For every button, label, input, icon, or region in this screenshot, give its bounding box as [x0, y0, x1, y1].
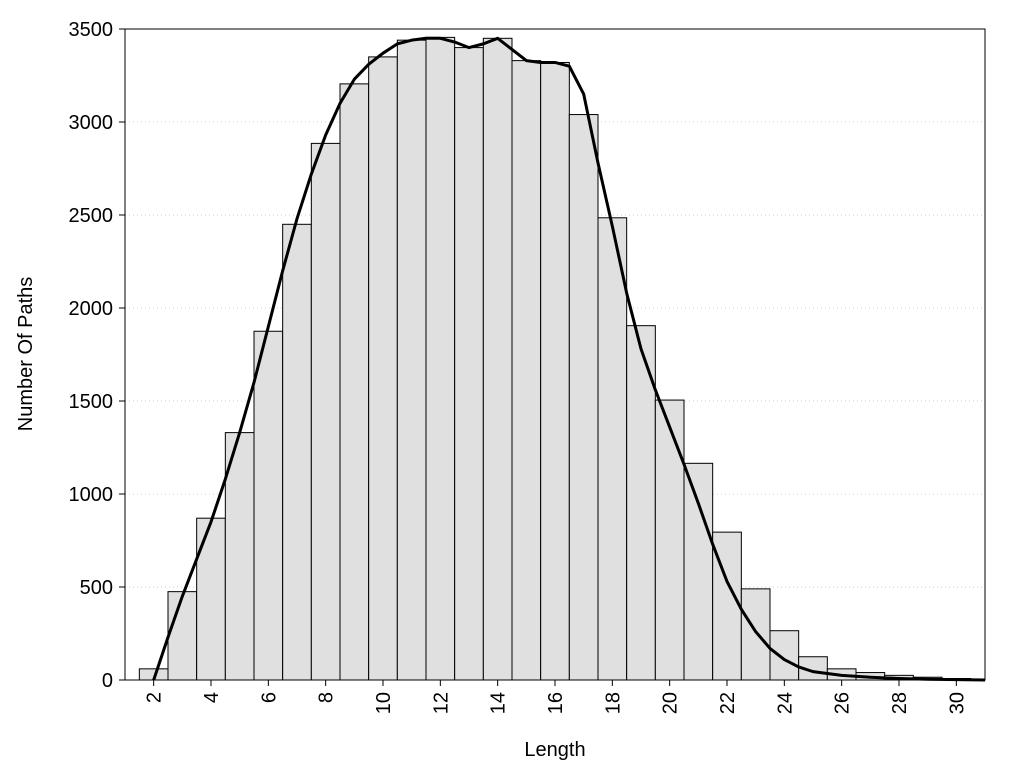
y-tick-label: 0 — [102, 670, 113, 692]
bar — [597, 217, 628, 681]
x-tick-label: 22 — [717, 692, 739, 714]
x-axis-label: Length — [524, 739, 585, 761]
x-tick-label: 18 — [602, 692, 624, 714]
bar — [396, 39, 427, 681]
y-tick-label: 500 — [80, 577, 113, 599]
plot-frame — [124, 28, 986, 681]
y-tick-label: 3500 — [69, 19, 114, 41]
x-tick-label: 4 — [201, 692, 223, 703]
bar — [511, 60, 542, 681]
bar — [454, 47, 484, 681]
bar — [769, 630, 800, 681]
x-tick-label: 30 — [946, 692, 968, 714]
x-tick-label: 16 — [545, 692, 567, 714]
bar — [196, 517, 226, 681]
x-tick-label: 12 — [430, 692, 452, 714]
x-tick-label: 2 — [144, 692, 166, 703]
curve — [152, 36, 986, 682]
y-tick-label: 3000 — [69, 112, 114, 134]
bar — [425, 36, 456, 681]
y-tick-label: 2000 — [69, 298, 114, 320]
y-tick-label: 1000 — [69, 484, 114, 506]
bar — [368, 56, 398, 681]
x-tick-label: 24 — [774, 692, 796, 714]
x-tick-label: 10 — [373, 692, 395, 714]
bar — [282, 223, 312, 681]
x-tick-label: 26 — [832, 692, 854, 714]
bar — [540, 61, 570, 681]
x-tick-label: 28 — [889, 692, 911, 714]
bar — [253, 330, 284, 681]
y-axis-label: Number Of Paths — [15, 277, 37, 432]
bar — [626, 325, 656, 681]
y-tick-label: 2500 — [69, 205, 114, 227]
bar — [482, 37, 513, 681]
bar — [654, 399, 685, 681]
bar — [740, 588, 771, 681]
bar — [683, 462, 714, 681]
x-tick-label: 8 — [316, 692, 338, 703]
bar — [339, 83, 370, 681]
bar — [167, 591, 198, 681]
x-tick-label: 20 — [660, 692, 682, 714]
bar — [224, 432, 255, 681]
bar — [310, 142, 341, 681]
x-tick-label: 6 — [258, 692, 280, 703]
x-tick-label: 14 — [488, 692, 510, 714]
bar — [568, 114, 599, 681]
y-tick-label: 1500 — [69, 391, 114, 413]
